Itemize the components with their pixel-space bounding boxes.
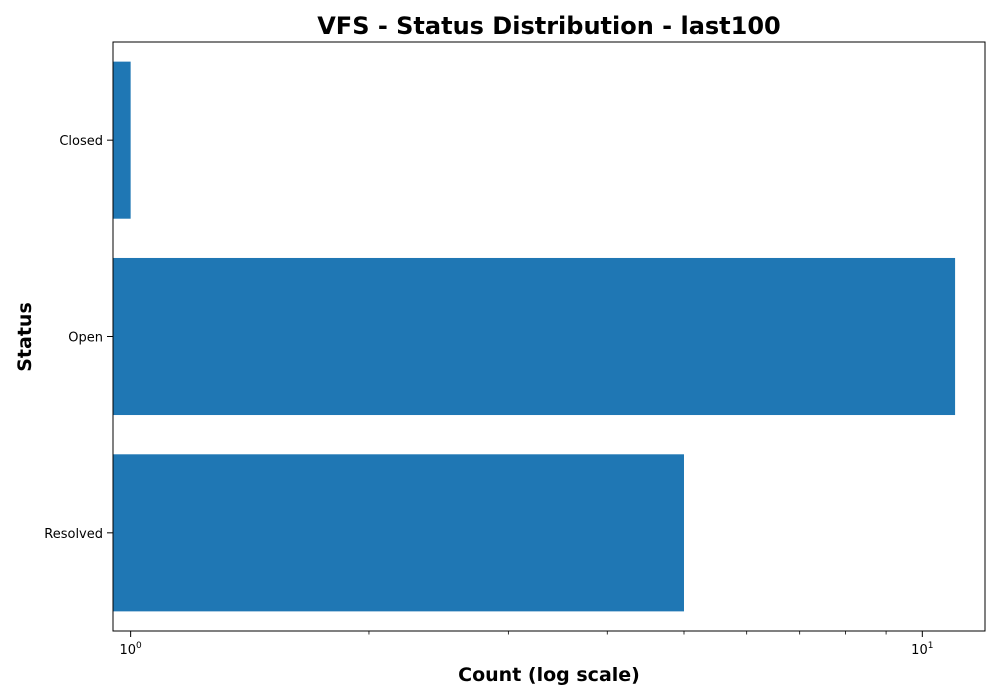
x-axis-label: Count (log scale)	[458, 664, 640, 686]
bar-open	[113, 257, 956, 416]
y-tick-label-closed: Closed	[59, 134, 103, 149]
x-tick-label: 100	[119, 641, 142, 658]
bar-closed	[113, 61, 131, 219]
x-tick-label: 101	[911, 641, 933, 658]
chart-title: VFS - Status Distribution - last100	[317, 12, 781, 40]
bar-resolved	[113, 454, 684, 612]
y-tick-label-resolved: Resolved	[44, 527, 103, 542]
y-tick-label-open: Open	[68, 331, 103, 346]
y-axis-label: Status	[14, 302, 36, 372]
